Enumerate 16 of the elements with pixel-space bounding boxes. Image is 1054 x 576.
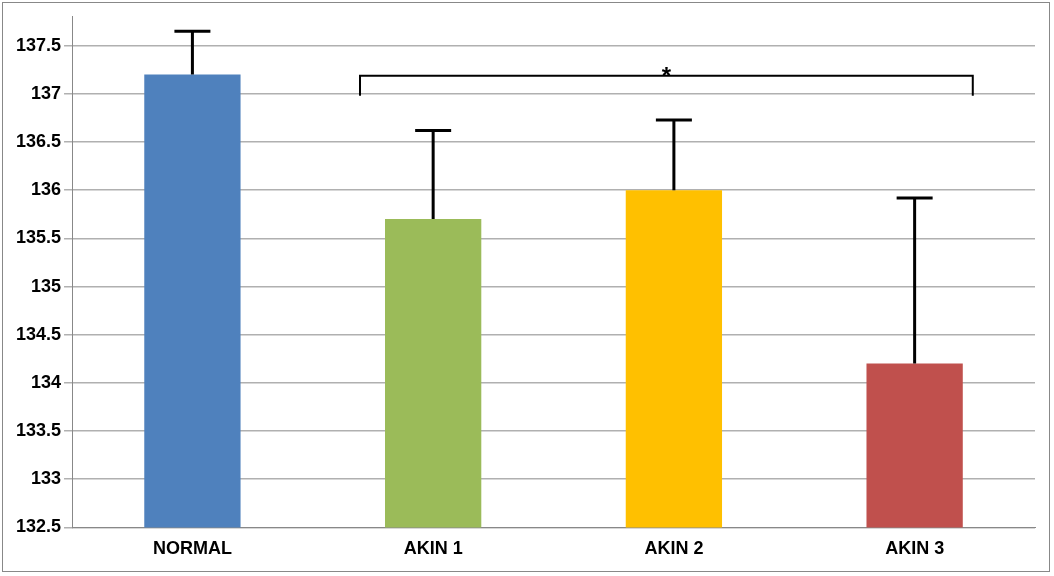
x-tick-label: AKIN 2 [644,538,704,559]
y-tick-label: 133.5 [16,420,62,441]
annotation: * [661,62,672,90]
x-tick-label: AKIN 1 [403,538,463,559]
y-tick-label: 134 [31,371,62,392]
y-tick-label: 134.5 [16,323,62,344]
y-tick-label: 137 [31,82,62,103]
y-tick-label: 137.5 [16,34,62,55]
y-tick-label: 136.5 [16,131,62,152]
x-tick-label: NORMAL [152,538,232,559]
x-tick-label: AKIN 3 [885,538,945,559]
y-tick-label: 133 [31,468,62,489]
y-tick-label: 132.5 [16,516,62,537]
y-tick-label: 136 [31,179,62,200]
y-tick-label: 135 [31,275,62,296]
y-tick-label: 135.5 [16,227,62,248]
